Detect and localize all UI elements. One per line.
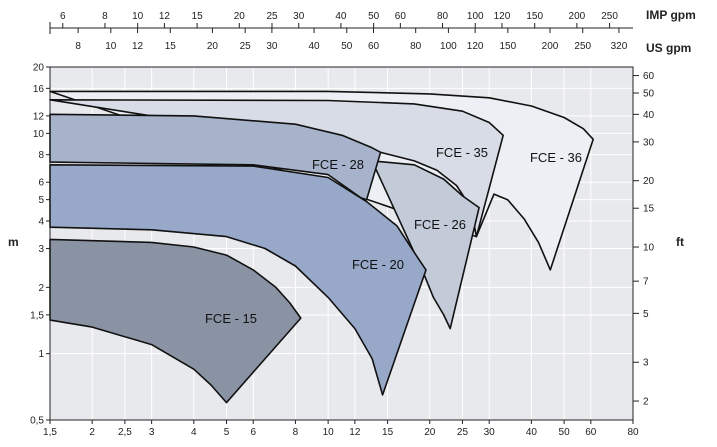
region-label-fce20: FCE - 20 <box>352 257 404 272</box>
imp-tick-label: 200 <box>569 11 586 22</box>
y-left-tick-label: 0,5 <box>30 416 44 427</box>
us-tick-label: 50 <box>341 41 353 52</box>
us-tick-label: 250 <box>574 41 591 52</box>
imp-tick-label: 150 <box>526 11 543 22</box>
us-tick-label: 25 <box>240 41 252 52</box>
x-tick-label: 4 <box>191 427 197 438</box>
x-tick-label: 2 <box>89 427 95 438</box>
us-tick-label: 40 <box>309 41 321 52</box>
region-labels: FCE - 36 FCE - 35 FCE - 26 FCE - 28 FCE - 20… <box>205 145 582 326</box>
x-tick-label: 50 <box>559 427 571 438</box>
y-right-tick-label: 30 <box>643 137 655 148</box>
imp-tick-label: 40 <box>335 11 347 22</box>
pump-region-fce15 <box>49 238 302 404</box>
y-left-tick-label: 16 <box>33 84 45 95</box>
imp-tick-label: 100 <box>467 11 484 22</box>
y-left-tick-label: 2 <box>38 283 44 294</box>
us-tick-label: 12 <box>132 41 144 52</box>
x-tick-label: 3 <box>149 427 155 438</box>
y-right-tick-label: 60 <box>643 71 655 82</box>
region-label-fce35: FCE - 35 <box>436 145 488 160</box>
us-tick-label: 120 <box>467 41 484 52</box>
x-tick-label: 40 <box>526 427 538 438</box>
y-right-tick-label: 2 <box>643 397 649 408</box>
us-tick-label: 20 <box>207 41 219 52</box>
imp-gpm-unit-label: IMP gpm <box>646 8 696 22</box>
x-tick-label: 80 <box>627 427 639 438</box>
us-tick-label: 10 <box>105 41 117 52</box>
pump-region-fce35 <box>49 99 504 238</box>
x-tick-label: 8 <box>293 427 299 438</box>
pump-regions <box>49 90 594 404</box>
y-left-tick-label: 6 <box>38 178 44 189</box>
us-tick-label: 80 <box>410 41 422 52</box>
region-label-fce15: FCE - 15 <box>205 311 257 326</box>
imp-tick-label: 20 <box>234 11 246 22</box>
axes: 1,5 2 2,5 3 4 5 6 8 10 12 15 20 25 30 40 50 60 800,511,52… <box>30 11 654 438</box>
x-tick-label: 60 <box>585 427 597 438</box>
imp-tick-label: 8 <box>102 11 108 22</box>
y-left-tick-label: 3 <box>38 244 44 255</box>
y-left-tick-label: 10 <box>33 129 45 140</box>
y-right-tick-label: 50 <box>643 89 655 100</box>
x-tick-label: 12 <box>349 427 361 438</box>
imp-tick-label: 120 <box>494 11 511 22</box>
us-tick-label: 15 <box>165 41 177 52</box>
region-label-fce36: FCE - 36 <box>530 150 582 165</box>
x-tick-label: 15 <box>382 427 394 438</box>
y-right-tick-label: 7 <box>643 277 649 288</box>
y-right-unit-label: ft <box>676 235 684 249</box>
imp-tick-label: 30 <box>293 11 305 22</box>
plot-frame <box>49 66 634 421</box>
y-left-tick-label: 1 <box>38 349 44 360</box>
us-tick-label: 8 <box>75 41 81 52</box>
imp-tick-label: 12 <box>159 11 171 22</box>
pump-region-fce20 <box>49 164 427 396</box>
y-right-tick-label: 5 <box>643 309 649 320</box>
pump-region-fce28 <box>49 113 382 201</box>
y-right-tick-label: 10 <box>643 243 655 254</box>
y-right-tick-label: 40 <box>643 110 655 121</box>
y-right-tick-label: 3 <box>643 358 649 369</box>
pump-region-fce26 <box>371 160 480 330</box>
imp-tick-label: 15 <box>192 11 204 22</box>
x-tick-label: 6 <box>250 427 256 438</box>
y-right-tick-label: 15 <box>643 204 655 215</box>
us-tick-label: 150 <box>500 41 517 52</box>
region-label-fce26: FCE - 26 <box>414 217 466 232</box>
x-tick-label: 1,5 <box>43 427 57 438</box>
imp-tick-label: 50 <box>368 11 380 22</box>
us-tick-label: 30 <box>266 41 278 52</box>
region-label-fce28: FCE - 28 <box>312 157 364 172</box>
y-left-unit-label: m <box>8 235 19 249</box>
y-left-tick-label: 8 <box>38 150 44 161</box>
imp-tick-label: 6 <box>60 11 66 22</box>
y-left-tick-label: 4 <box>38 217 44 228</box>
imp-tick-label: 250 <box>601 11 618 22</box>
us-tick-label: 100 <box>440 41 457 52</box>
imp-tick-label: 25 <box>266 11 278 22</box>
x-tick-label: 2,5 <box>118 427 132 438</box>
us-tick-label: 60 <box>368 41 380 52</box>
x-tick-label: 30 <box>484 427 496 438</box>
imp-tick-label: 80 <box>437 11 449 22</box>
imp-tick-label: 60 <box>395 11 407 22</box>
y-left-tick-label: 12 <box>33 111 45 122</box>
x-tick-label: 20 <box>424 427 436 438</box>
x-tick-label: 10 <box>323 427 335 438</box>
us-tick-label: 320 <box>611 41 628 52</box>
us-gpm-unit-label: US gpm <box>646 41 691 55</box>
y-right-tick-label: 20 <box>643 176 655 187</box>
y-left-tick-label: 1,5 <box>30 310 44 321</box>
imp-tick-label: 10 <box>132 11 144 22</box>
us-tick-label: 200 <box>542 41 559 52</box>
x-tick-label: 5 <box>224 427 230 438</box>
y-left-tick-label: 5 <box>38 195 44 206</box>
y-left-tick-label: 20 <box>33 63 45 74</box>
x-tick-label: 25 <box>457 427 469 438</box>
